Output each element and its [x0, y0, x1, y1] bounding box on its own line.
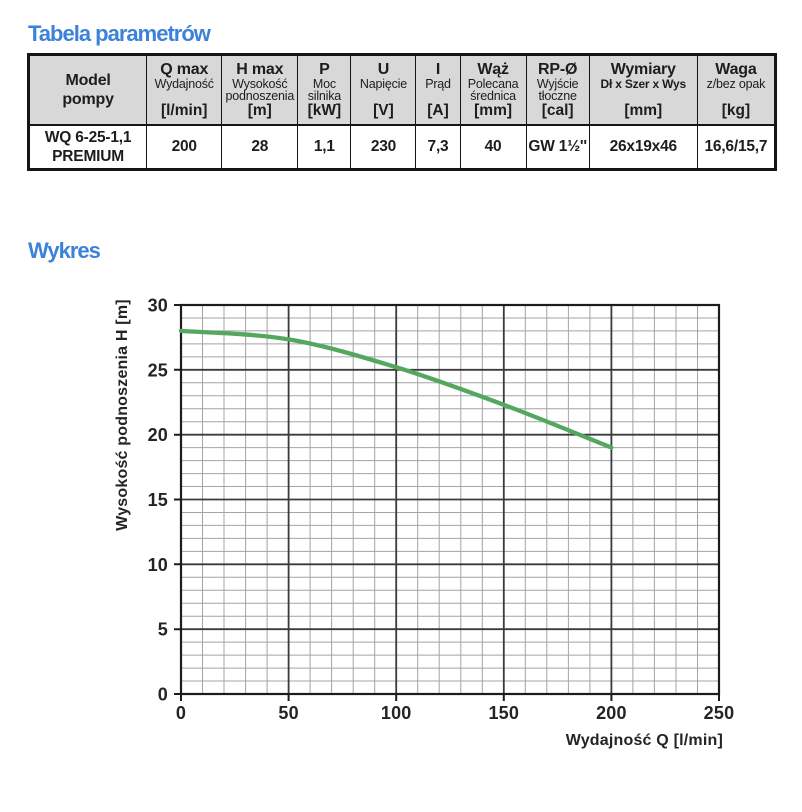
svg-text:5: 5: [158, 620, 168, 640]
svg-text:250: 250: [704, 703, 735, 723]
svg-text:10: 10: [148, 555, 168, 575]
svg-text:150: 150: [488, 703, 519, 723]
svg-text:200: 200: [596, 703, 627, 723]
svg-text:0: 0: [176, 703, 186, 723]
svg-text:Wydajność Q [l/min]: Wydajność Q [l/min]: [566, 732, 723, 749]
svg-text:100: 100: [381, 703, 412, 723]
svg-text:25: 25: [148, 360, 168, 380]
svg-text:Wysokość podnoszenia H [m]: Wysokość podnoszenia H [m]: [114, 299, 131, 531]
svg-text:15: 15: [148, 490, 168, 510]
svg-text:30: 30: [148, 296, 168, 316]
svg-text:0: 0: [158, 685, 168, 705]
svg-text:20: 20: [148, 425, 168, 445]
svg-text:50: 50: [278, 703, 298, 723]
